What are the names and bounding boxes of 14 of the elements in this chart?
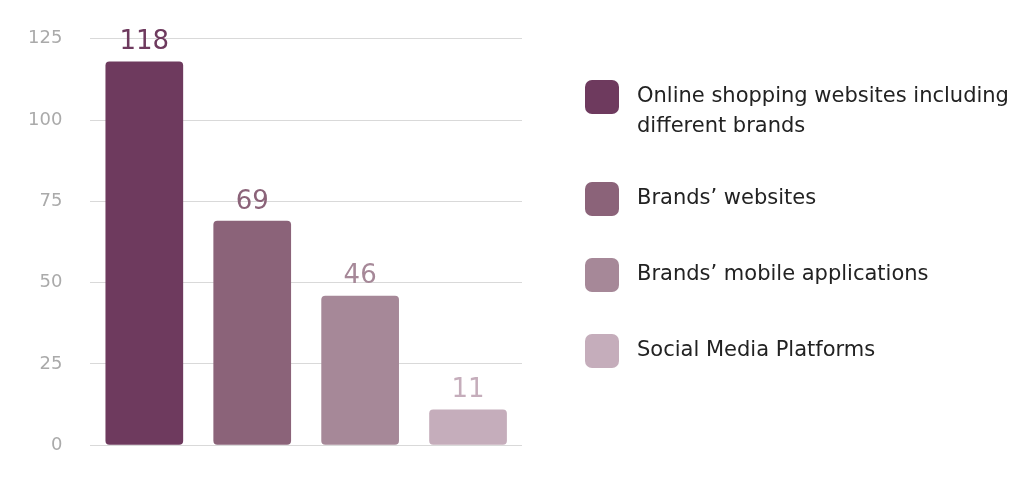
legend-label: Online shopping websites including different brands (637, 82, 1010, 139)
legend-label: Brands’ mobile applications (637, 260, 929, 287)
data-label: 11 (451, 373, 485, 404)
data-label: 46 (343, 259, 377, 290)
data-label: 69 (235, 184, 269, 215)
y-tick-label: 25 (39, 351, 63, 373)
legend-label: Social Media Platforms (637, 336, 876, 363)
y-tick-label: 0 (50, 432, 63, 454)
y-tick-label: 75 (39, 189, 63, 211)
y-tick-label: 50 (39, 270, 63, 292)
data-label: 118 (119, 25, 170, 56)
y-tick-label: 125 (28, 26, 63, 48)
legend-label: Brands’ websites (637, 184, 817, 211)
y-tick-label: 100 (28, 107, 63, 129)
